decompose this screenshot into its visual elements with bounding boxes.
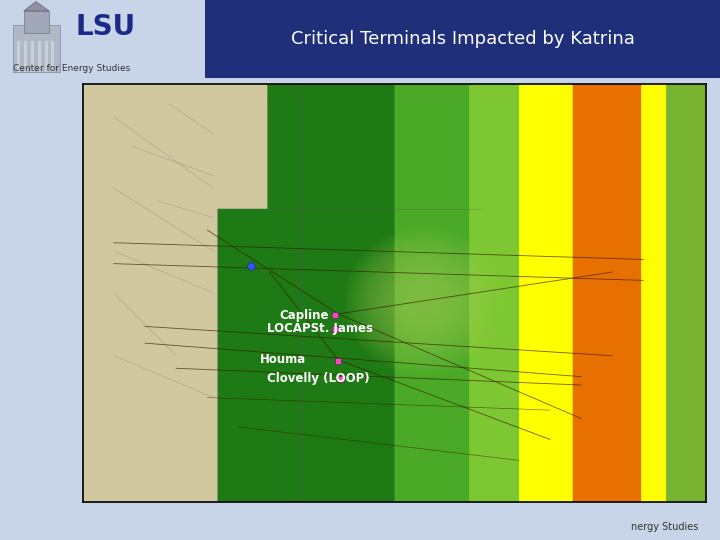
Text: Center for Energy Studies: Center for Energy Studies [13,64,130,73]
Text: Capline: Capline [279,309,328,322]
Bar [45,40,48,72]
Text: Clovelly (LOOP): Clovelly (LOOP) [266,372,369,385]
Polygon shape [24,2,49,11]
Text: LOCAPSt. James: LOCAPSt. James [266,322,372,335]
Bar [13,25,60,72]
Text: nergy Studies: nergy Studies [631,522,698,531]
Bar [38,40,41,72]
Bar [51,40,54,72]
Text: LSU: LSU [76,14,136,42]
Bar [205,0,720,78]
Bar [24,40,27,72]
Text: Houma: Houma [261,353,307,367]
Bar [24,11,49,33]
Bar [31,40,34,72]
Bar [17,40,20,72]
Text: Critical Terminals Impacted by Katrina: Critical Terminals Impacted by Katrina [291,30,634,48]
